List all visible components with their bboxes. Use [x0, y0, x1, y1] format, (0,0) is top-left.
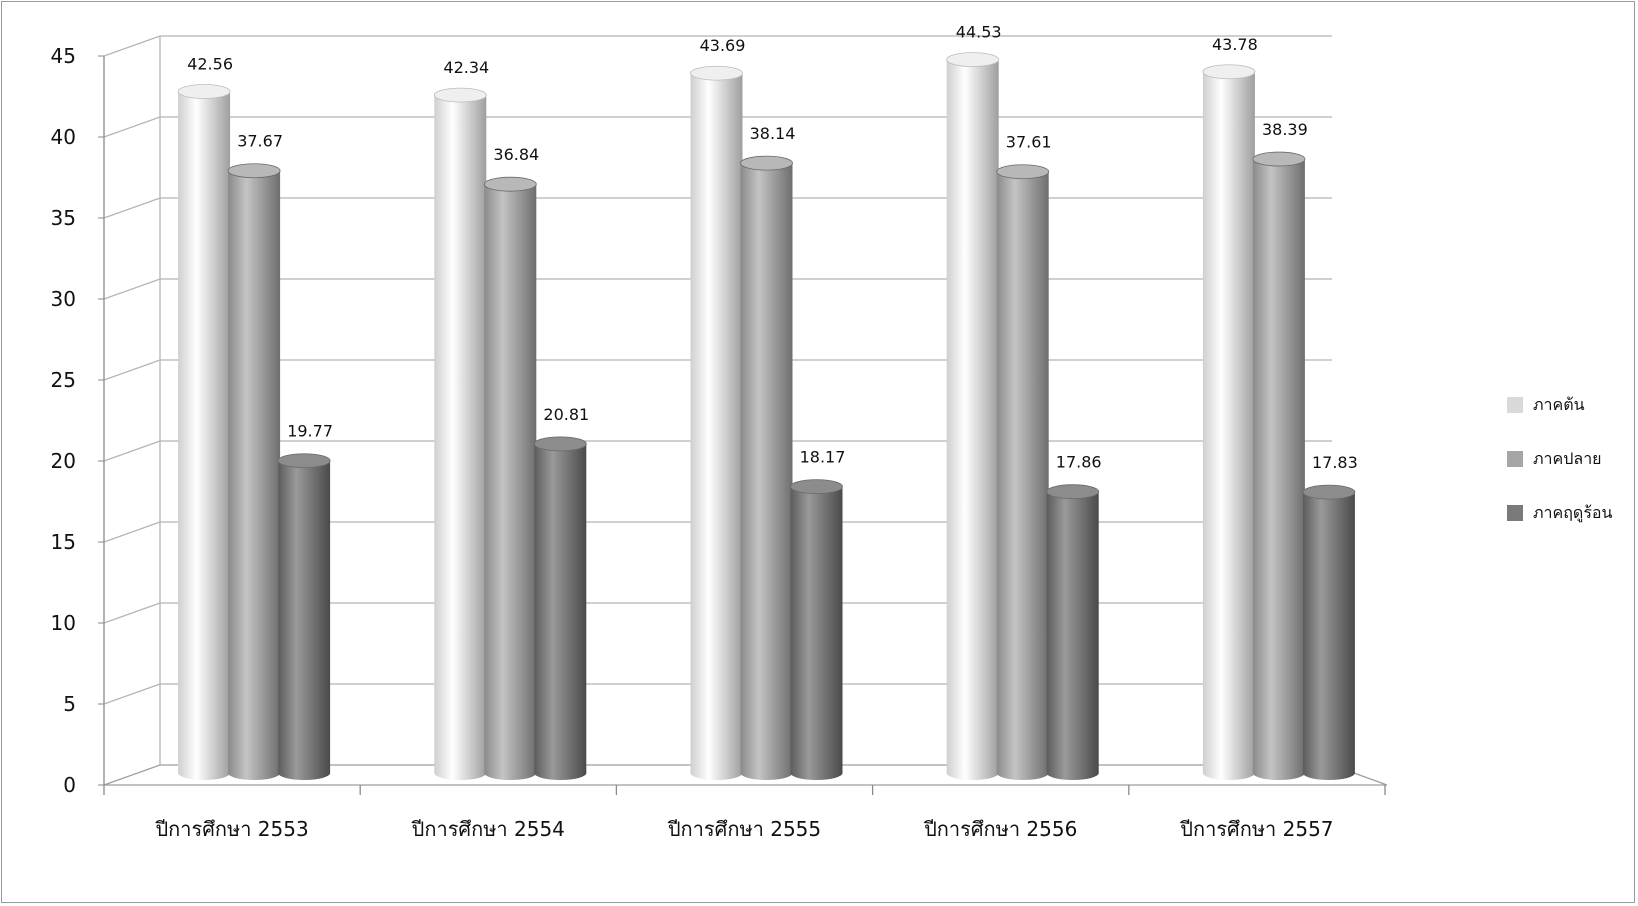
bar-1-series-2	[227, 163, 281, 780]
y-tick-label: 15	[51, 530, 76, 554]
legend-item-series-3: ภาคฤดูร้อน	[1507, 502, 1637, 524]
data-label: 17.83	[1312, 453, 1358, 472]
bar-3-series-3	[790, 479, 843, 780]
bar-3-series-1	[690, 65, 743, 780]
data-label: 44.53	[956, 23, 1002, 42]
y-tick-label: 10	[51, 611, 76, 635]
data-label: 19.77	[287, 422, 333, 441]
data-label: 17.86	[1056, 453, 1102, 472]
y-tick-label: 0	[63, 773, 76, 797]
bar-2-series-2	[483, 176, 537, 780]
y-tick-label: 40	[51, 125, 76, 149]
gridline-side	[103, 359, 161, 381]
bars	[177, 52, 1356, 780]
bar-2-series-3	[533, 436, 587, 780]
y-tick-label: 30	[51, 287, 76, 311]
data-label: 20.81	[543, 405, 589, 424]
legend-label-series-1: ภาคต้น	[1533, 394, 1585, 414]
legend-label-series-3: ภาคฤดูร้อน	[1533, 502, 1613, 522]
gridline-side	[103, 683, 161, 705]
legend-item-series-2: ภาคปลาย	[1507, 448, 1637, 470]
bar-4-series-2	[996, 164, 1050, 780]
bar-4-series-1	[946, 52, 1000, 780]
legend: ภาคต้น ภาคปลาย ภาคฤดูร้อน	[1507, 394, 1637, 556]
bar-3-series-2	[740, 155, 793, 780]
bar-5-series-3	[1302, 484, 1356, 780]
gridline-side	[103, 35, 161, 57]
x-category-label: ปีการศึกษา 2556	[924, 817, 1078, 841]
data-label: 18.17	[800, 448, 846, 467]
gridline-side	[103, 197, 161, 219]
x-category-label: ปีการศึกษา 2554	[411, 817, 565, 841]
y-tick-label: 45	[51, 44, 76, 68]
gridline-side	[103, 602, 161, 624]
gridline-side	[103, 440, 161, 462]
y-tick-label: 25	[51, 368, 76, 392]
bar-5-series-1	[1202, 64, 1256, 780]
data-label: 37.67	[237, 132, 283, 151]
data-label: 38.14	[750, 124, 796, 143]
data-label: 37.61	[1006, 133, 1052, 152]
data-labels: 42.56 37.67 19.77 42.34 36.84 20.81 43.69 38.14…	[187, 23, 1358, 473]
data-label: 43.78	[1212, 35, 1258, 54]
bar-4-series-3	[1046, 484, 1100, 780]
x-category-label: ปีการศึกษา 2553	[155, 817, 309, 841]
x-category-label: ปีการศึกษา 2557	[1180, 817, 1334, 841]
legend-swatch-series-1	[1507, 397, 1523, 413]
y-tick-label: 20	[51, 449, 76, 473]
bar-5-series-2	[1252, 151, 1306, 780]
legend-label-series-2: ภาคปลาย	[1533, 448, 1602, 468]
bar-1-series-1	[177, 84, 231, 780]
x-category-label: ปีการศึกษา 2555	[668, 817, 822, 841]
gridline-side	[103, 278, 161, 300]
data-label: 43.69	[700, 36, 746, 55]
data-label: 42.56	[187, 55, 233, 74]
legend-item-series-1: ภาคต้น	[1507, 394, 1637, 416]
data-label: 42.34	[443, 58, 489, 77]
data-label: 36.84	[493, 145, 539, 164]
gridline-side	[103, 521, 161, 543]
y-tick-label: 5	[63, 692, 76, 716]
gridline-side	[103, 116, 161, 138]
y-tick-label: 35	[51, 206, 76, 230]
data-label: 38.39	[1262, 120, 1308, 139]
legend-swatch-series-3	[1507, 505, 1523, 521]
legend-swatch-series-2	[1507, 451, 1523, 467]
bar-1-series-3	[277, 453, 331, 780]
bar-2-series-1	[433, 87, 487, 780]
